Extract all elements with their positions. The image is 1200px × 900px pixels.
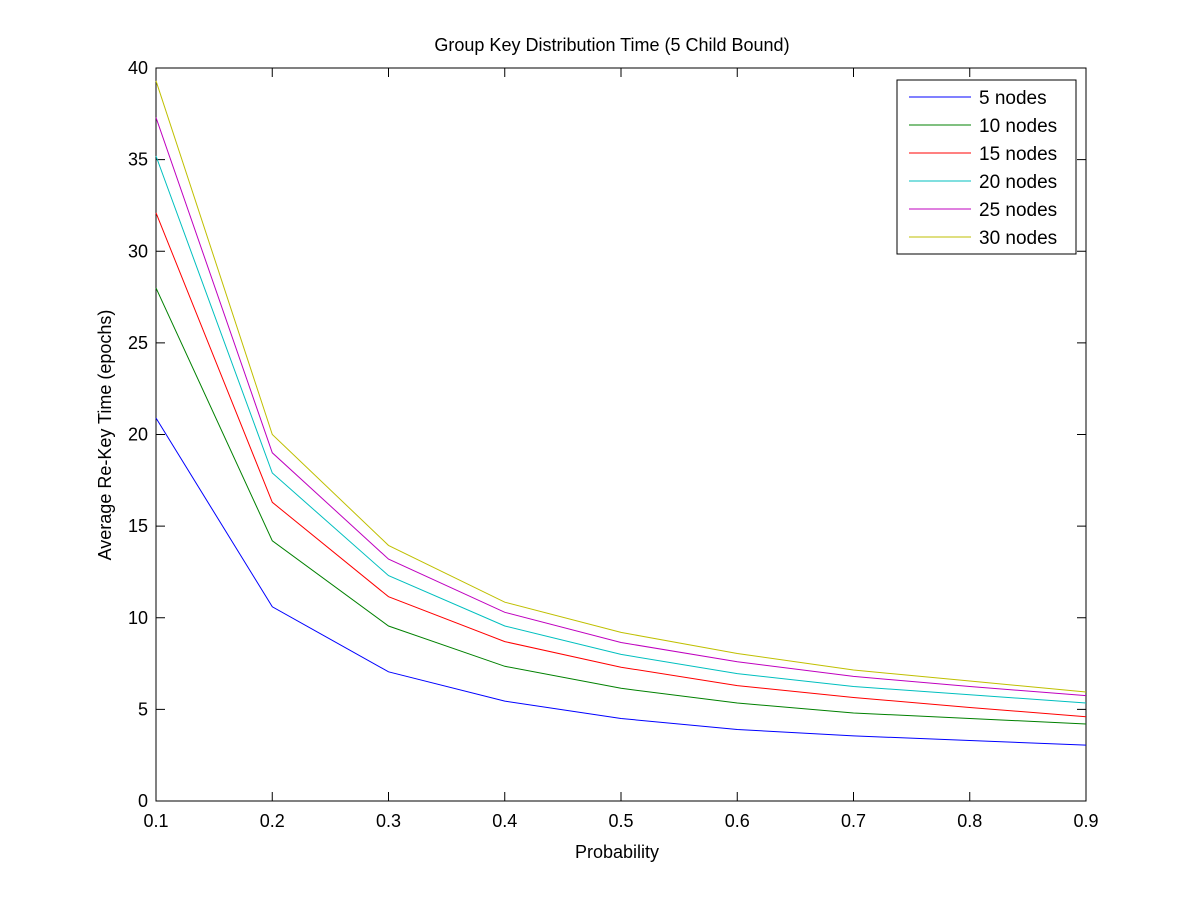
x-tick-label: 0.4 [492, 811, 517, 831]
x-tick-label: 0.7 [841, 811, 866, 831]
legend-label: 25 nodes [979, 200, 1057, 221]
y-tick-label: 10 [128, 608, 148, 628]
x-tick-label: 0.2 [260, 811, 285, 831]
series-line [155, 212, 1087, 718]
y-tick-label: 5 [138, 699, 148, 719]
series-line [155, 80, 1087, 693]
legend: 5 nodes 10 nodes 15 nodes 20 nodes 25 nodes 3… [896, 79, 1077, 255]
y-axis-label: Average Re-Key Time (epochs) [95, 310, 115, 561]
y-tick-label: 25 [128, 333, 148, 353]
chart-title: Group Key Distribution Time (5 Child Bou… [434, 35, 789, 55]
x-tick-label: 0.6 [725, 811, 750, 831]
series-line [155, 117, 1087, 697]
y-tick-label: 35 [128, 150, 148, 170]
x-tick-label: 0.3 [376, 811, 401, 831]
legend-label: 5 nodes [979, 88, 1047, 109]
y-tick-label: 0 [138, 791, 148, 811]
legend-label: 20 nodes [979, 172, 1057, 193]
x-tick-label: 0.5 [608, 811, 633, 831]
legend-label: 15 nodes [979, 144, 1057, 165]
y-tick-label: 40 [128, 58, 148, 78]
y-tick-label: 20 [128, 425, 148, 445]
legend-label: 30 nodes [979, 228, 1057, 249]
y-tick-label: 15 [128, 516, 148, 536]
legend-label: 10 nodes [979, 116, 1057, 137]
series-line [155, 155, 1087, 704]
legend-box [896, 79, 1077, 255]
x-tick-label: 0.1 [143, 811, 168, 831]
x-tick-label: 0.9 [1073, 811, 1098, 831]
series-line [155, 417, 1087, 746]
y-tick-label: 30 [128, 241, 148, 261]
x-axis-label: Probability [575, 842, 659, 862]
x-tick-label: 0.8 [957, 811, 982, 831]
series-line [155, 287, 1087, 725]
